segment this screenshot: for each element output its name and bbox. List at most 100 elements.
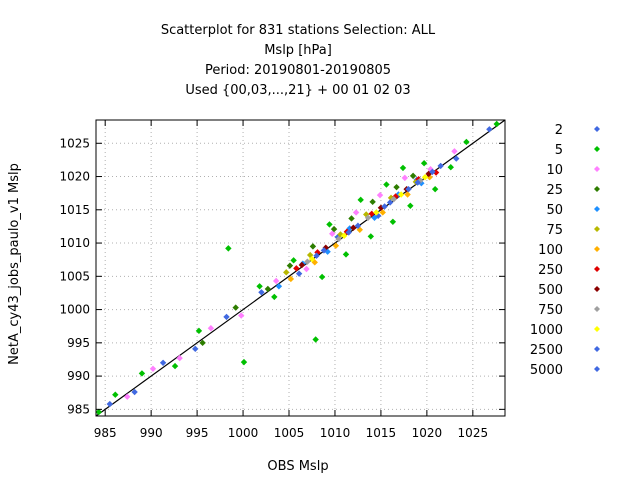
axis-ticks: 985 990 995 1000 1005 1010 1015 1020 1025 985 990 9… <box>59 120 505 440</box>
data-point <box>397 191 405 198</box>
x-tick-label: 1005 <box>274 426 305 440</box>
data-point <box>427 166 434 173</box>
data-point <box>258 289 265 296</box>
data-point <box>352 209 360 216</box>
data-point <box>447 164 454 171</box>
data-point <box>420 160 428 167</box>
data-point <box>340 232 348 239</box>
data-point <box>364 214 372 221</box>
plot-frame <box>95 119 506 417</box>
data-point <box>383 181 390 188</box>
data-point <box>381 203 388 210</box>
data-point <box>320 247 328 254</box>
data-point <box>171 362 179 370</box>
data-point <box>287 275 295 283</box>
data-point <box>309 243 317 250</box>
data-point <box>437 162 444 170</box>
data-point <box>256 283 263 290</box>
legend-marker <box>594 206 600 212</box>
legend-label: 2 <box>555 123 563 138</box>
title-line-1: Scatterplot for 831 stations Selection: … <box>161 23 436 38</box>
legend-marker <box>594 366 600 372</box>
grid-lines <box>96 120 505 416</box>
data-point <box>367 233 375 240</box>
data-point <box>238 312 245 319</box>
legend-label: 75 <box>546 223 563 238</box>
x-tick-label: 990 <box>140 426 163 440</box>
data-point <box>368 210 375 217</box>
y-tick-label: 985 <box>67 402 90 416</box>
legend-marker <box>594 166 600 172</box>
data-point <box>451 148 458 155</box>
legend-label: 100 <box>538 243 563 258</box>
data-point <box>369 198 376 206</box>
chart-title: Scatterplot for 831 stations Selection: … <box>161 23 436 98</box>
legend-marker <box>594 186 600 192</box>
x-tick-label: 1020 <box>412 426 443 440</box>
data-point <box>240 358 248 366</box>
data-point <box>357 196 364 204</box>
data-point <box>290 257 297 264</box>
data-point <box>283 269 290 276</box>
diagonal-line <box>95 119 506 417</box>
title-line-3: Period: 20190801-20190805 <box>205 63 391 78</box>
data-point <box>401 174 409 182</box>
data-point <box>199 339 206 347</box>
data-point <box>225 245 232 252</box>
data-point <box>390 195 397 203</box>
legend-label: 5 <box>555 143 563 158</box>
x-tick-label: 995 <box>186 426 209 440</box>
x-tick-label: 1025 <box>458 426 489 440</box>
y-tick-label: 990 <box>67 369 90 383</box>
reference-line <box>95 119 506 417</box>
data-point <box>404 191 411 198</box>
data-point <box>379 209 386 216</box>
legend-label: 5000 <box>530 363 563 378</box>
legend-marker <box>594 346 600 352</box>
data-point <box>409 172 417 180</box>
data-point <box>295 270 303 277</box>
data-point <box>106 400 113 408</box>
data-point <box>112 391 119 398</box>
data-point <box>138 370 146 377</box>
data-point <box>149 365 157 372</box>
data-point <box>345 229 352 236</box>
y-tick-label: 1025 <box>59 136 90 150</box>
data-point <box>223 313 230 321</box>
data-point <box>348 215 355 222</box>
data-point <box>326 221 333 228</box>
legend-marker <box>594 146 600 152</box>
y-tick-label: 1020 <box>59 170 90 184</box>
data-point <box>463 138 470 146</box>
legend-marker <box>594 246 600 252</box>
data-point <box>354 222 362 229</box>
data-point <box>318 273 326 281</box>
data-point <box>376 191 384 199</box>
data-point <box>393 183 400 191</box>
data-point <box>95 408 102 416</box>
title-line-4: Used {00,03,...,21} + 00 01 02 03 <box>185 83 410 98</box>
legend-marker <box>594 306 600 312</box>
data-point <box>389 218 397 225</box>
legend-marker <box>594 126 600 132</box>
data-point <box>272 277 280 285</box>
data-point <box>176 354 183 362</box>
data-point <box>332 242 340 249</box>
data-point <box>493 120 500 128</box>
data-point <box>312 336 319 343</box>
legend-label: 10 <box>546 163 563 178</box>
y-tick-label: 1005 <box>59 269 90 283</box>
x-tick-label: 1000 <box>228 426 259 440</box>
data-point <box>304 258 311 265</box>
legend-label: 1000 <box>530 323 563 338</box>
data-point <box>405 185 412 193</box>
x-tick-label: 985 <box>94 426 117 440</box>
legend-label: 750 <box>538 303 563 318</box>
data-point <box>192 345 199 353</box>
data-point <box>342 251 350 258</box>
x-tick-label: 1015 <box>366 426 397 440</box>
data-point <box>373 209 380 216</box>
data-point <box>431 185 439 193</box>
legend-label: 500 <box>538 283 563 298</box>
